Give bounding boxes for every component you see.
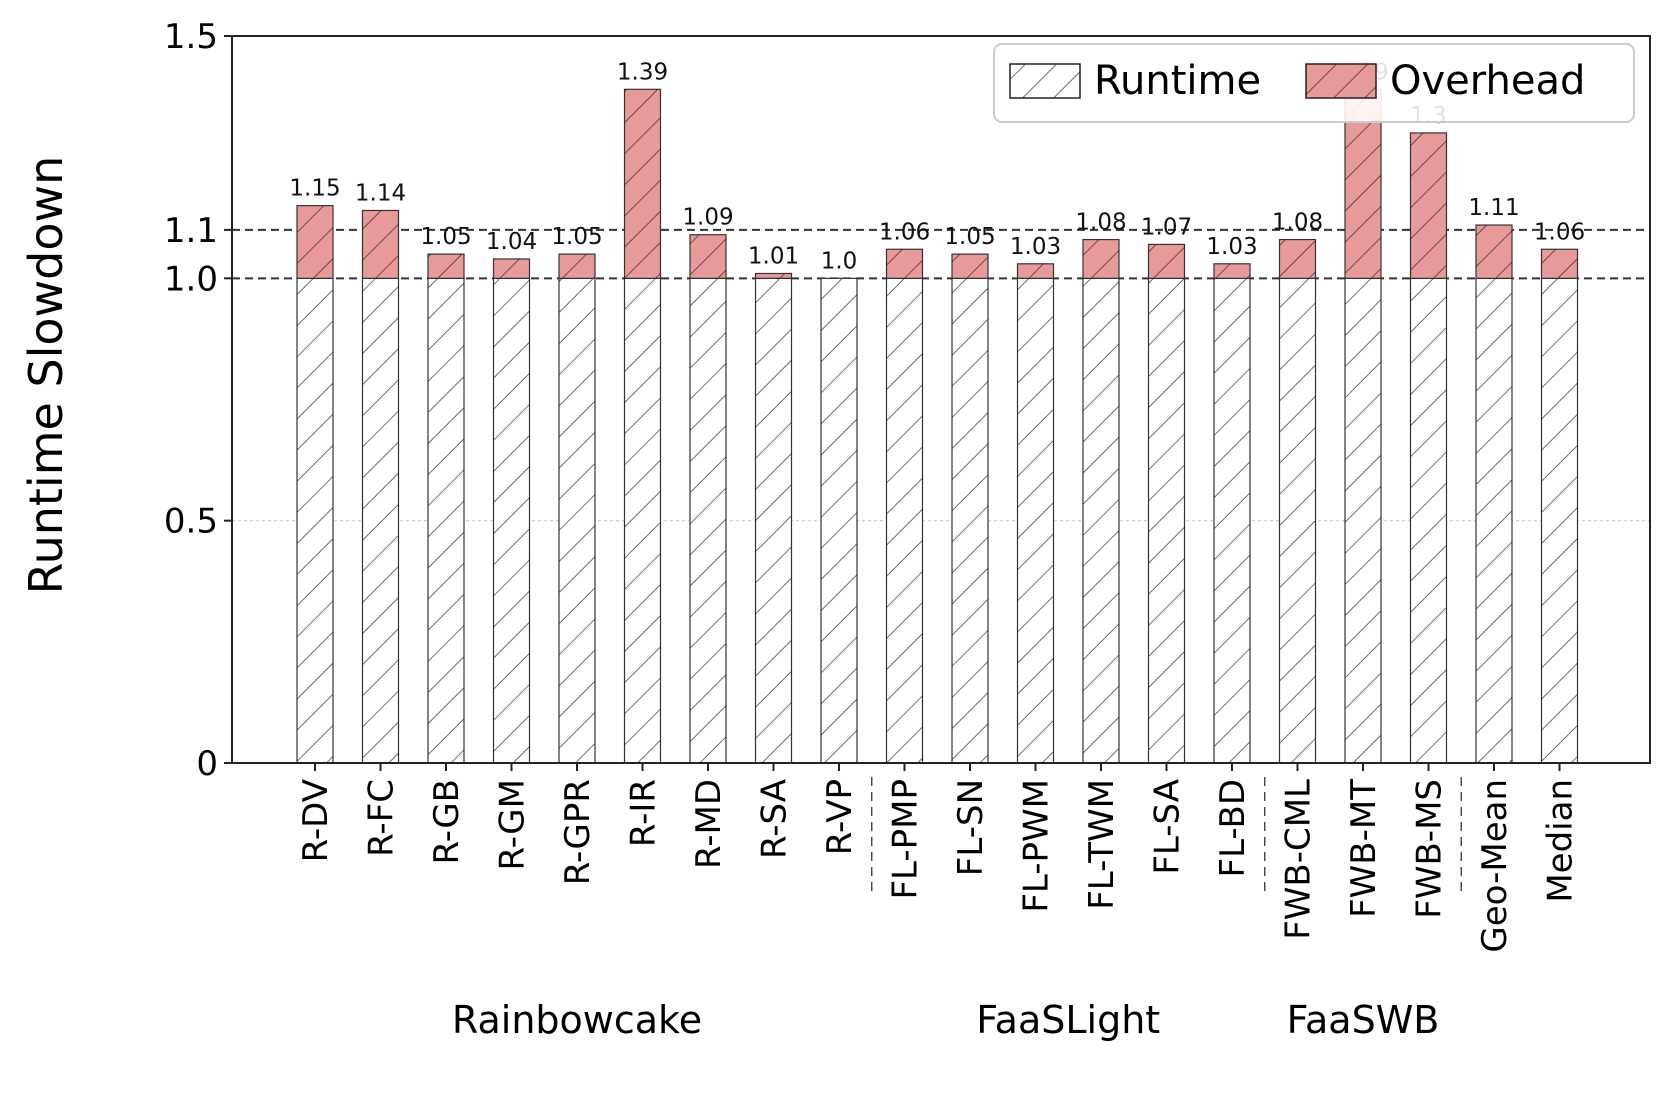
x-category-label: R-GB (427, 779, 467, 864)
bar-runtime-hatch-R-GM (493, 278, 530, 763)
value-label-R-GM: 1.04 (486, 229, 537, 255)
legend-runtime-swatch-hatch (1010, 64, 1080, 98)
bar-runtime-hatch-Median (1541, 278, 1578, 763)
bar-overhead-hatch-R-FC (362, 210, 399, 279)
legend-overhead-swatch-hatch (1306, 64, 1376, 98)
y-tick-label: 0.5 (164, 502, 218, 542)
x-category-label: R-GPR (558, 779, 598, 885)
bar-runtime-hatch-FL-PMP (886, 278, 923, 763)
value-label-FL-PMP: 1.06 (879, 219, 930, 245)
x-category-label: R-VP (820, 779, 860, 855)
bar-runtime-hatch-FWB-MT (1345, 278, 1381, 763)
x-category-label: R-FC (362, 779, 402, 857)
x-category-label: FWB-MT (1344, 779, 1384, 918)
y-tick-label: 0 (196, 744, 218, 784)
bar-runtime-hatch-R-GB (428, 278, 464, 763)
x-category-label: R-MD (689, 779, 729, 869)
bar-runtime-hatch-FL-SN (952, 278, 988, 763)
x-category-label: R-DV (296, 779, 336, 862)
value-label-FWB-CML: 1.08 (1272, 210, 1323, 236)
value-label-FL-PWM: 1.03 (1010, 234, 1061, 260)
x-category-label: FL-SN (951, 779, 991, 876)
bar-runtime-hatch-FWB-CML (1279, 278, 1316, 763)
x-category-label: R-GM (493, 779, 533, 870)
bar-overhead-hatch-R-SA (755, 273, 792, 279)
bar-runtime-hatch-FL-BD (1214, 278, 1250, 763)
axes-layer: Runtime Slowdown (19, 35, 1651, 764)
bar-runtime-hatch-FL-PWM (1017, 278, 1054, 763)
bar-overhead-hatch-FWB-CML (1279, 239, 1316, 279)
bars-layer (296, 88, 1579, 764)
bar-runtime-hatch-R-VP (821, 278, 857, 763)
legend: Runtime Overhead (993, 43, 1635, 123)
bar-runtime-hatch-R-DV (297, 278, 333, 763)
bar-overhead-hatch-R-GPR (559, 254, 595, 279)
plot-frame (231, 35, 1651, 764)
bar-overhead-hatch-FL-BD (1214, 263, 1250, 279)
bar-runtime-hatch-Geo-Mean (1476, 278, 1512, 763)
value-label-R-GPR: 1.05 (551, 224, 602, 250)
value-label-R-MD: 1.09 (682, 205, 733, 231)
bar-overhead-hatch-R-MD (690, 234, 726, 279)
grid-layer (232, 228, 1650, 522)
x-category-label: FL-SA (1148, 779, 1188, 875)
x-category-label: R-IR (624, 779, 664, 847)
value-label-FL-SN: 1.05 (944, 224, 995, 250)
legend-runtime-label: Runtime (1094, 58, 1261, 104)
y-axis-label: Runtime Slowdown (19, 156, 73, 595)
bar-overhead-hatch-FL-TWM (1083, 239, 1119, 279)
x-category-label: FL-BD (1213, 779, 1253, 877)
value-label-R-SA: 1.01 (748, 243, 799, 269)
x-category-label: Median (1541, 779, 1581, 903)
y-tick-label: 1.1 (164, 211, 218, 251)
value-label-FL-TWM: 1.08 (1075, 210, 1126, 236)
y-ticks: 0 0.5 1.0 1.1 1.5 (164, 17, 232, 784)
value-label-FL-BD: 1.03 (1206, 234, 1257, 260)
x-category-label: FWB-MS (1410, 779, 1450, 919)
x-category-label: R-SA (755, 779, 795, 859)
group-label: FaaSWB (1287, 998, 1440, 1042)
y-tick-label: 1.0 (164, 259, 218, 299)
value-label-R-DV: 1.15 (289, 176, 340, 202)
value-label-R-GB: 1.05 (420, 224, 471, 250)
bar-overhead-hatch-FL-PMP (886, 249, 923, 279)
bar-overhead-hatch-R-IR (624, 89, 661, 279)
bar-runtime-hatch-R-IR (624, 278, 661, 763)
x-category-label: FWB-CML (1279, 779, 1319, 940)
value-label-Median: 1.06 (1534, 219, 1585, 245)
bar-runtime-hatch-FL-SA (1148, 278, 1185, 763)
bar-overhead-hatch-FL-SN (952, 254, 988, 279)
value-label-FL-SA: 1.07 (1141, 214, 1192, 240)
bar-runtime-hatch-R-MD (690, 278, 726, 763)
x-category-label: FL-PWM (1017, 779, 1057, 913)
group-label: Rainbowcake (452, 998, 702, 1042)
bar-overhead-hatch-FWB-MS (1410, 132, 1447, 279)
bar-runtime-hatch-R-FC (362, 278, 399, 763)
value-label-R-IR: 1.39 (617, 59, 668, 85)
bar-runtime-hatch-FWB-MS (1410, 278, 1447, 763)
group-labels: Rainbowcake FaaSLight FaaSWB (452, 777, 1462, 1042)
group-label: FaaSLight (976, 998, 1160, 1042)
legend-overhead-label: Overhead (1390, 58, 1585, 104)
bar-runtime-hatch-R-GPR (559, 278, 595, 763)
bar-overhead-hatch-FL-SA (1148, 244, 1185, 279)
bar-overhead-hatch-FL-PWM (1017, 263, 1054, 279)
bar-runtime-hatch-FL-TWM (1083, 278, 1119, 763)
bar-overhead-hatch-R-DV (297, 205, 333, 279)
value-label-R-FC: 1.14 (355, 180, 406, 206)
x-category-labels: R-DV R-FC R-GB R-GM R-GPR R-IR R-MD R-SA R-VP FL-… (296, 763, 1581, 953)
x-category-label: Geo-Mean (1475, 779, 1515, 953)
bar-overhead-hatch-Geo-Mean (1476, 225, 1512, 279)
bar-runtime-hatch-R-SA (755, 278, 792, 763)
bar-overhead-hatch-R-GM (493, 258, 530, 279)
y-tick-label: 1.5 (164, 17, 218, 57)
bar-overhead-hatch-R-GB (428, 254, 464, 279)
x-category-label: FL-TWM (1082, 779, 1122, 910)
value-label-R-VP: 1.0 (821, 248, 858, 274)
value-label-Geo-Mean: 1.11 (1468, 195, 1519, 221)
x-category-label: FL-PMP (886, 779, 926, 900)
bar-overhead-hatch-Median (1541, 249, 1578, 279)
